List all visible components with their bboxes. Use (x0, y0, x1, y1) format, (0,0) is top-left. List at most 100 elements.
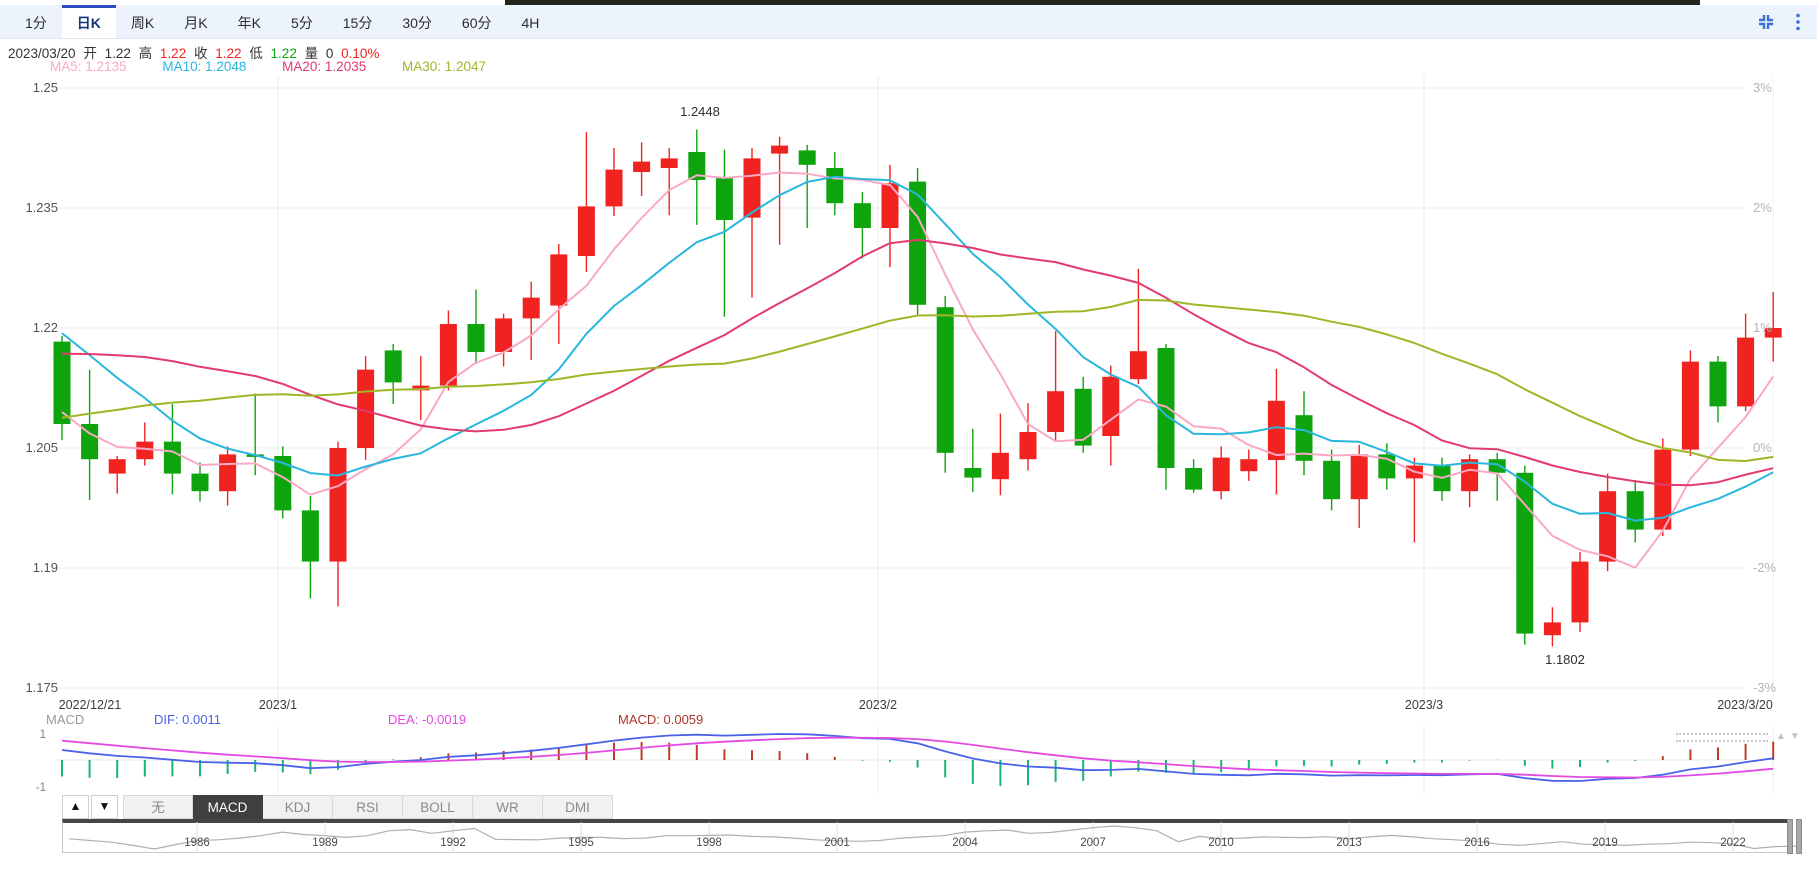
ma10-label: MA10: 1.2048 (162, 59, 247, 74)
indicator-tab[interactable]: KDJ (263, 795, 333, 819)
candle-body (1488, 459, 1506, 473)
candle-body (743, 158, 761, 218)
candle-body (1212, 457, 1230, 492)
period-tab[interactable]: 日K (61, 5, 116, 38)
candle-body (1461, 459, 1479, 492)
indicator-up-button[interactable]: ▲ (62, 795, 89, 819)
open-label: 开 (83, 46, 97, 61)
period-tab[interactable]: 5分 (290, 15, 313, 31)
indicator-down-button[interactable]: ▼ (91, 795, 118, 819)
indicator-tab[interactable]: RSI (333, 795, 403, 819)
macd-macd-value: MACD: 0.0059 (618, 712, 704, 727)
volume-label: 量 (304, 46, 319, 61)
candle-body (1240, 459, 1258, 472)
indicator-tab[interactable]: 无 (123, 795, 193, 819)
period-tab[interactable]: 周K (130, 15, 155, 31)
candle-body (1019, 432, 1037, 460)
toolbar-icons (1757, 5, 1801, 38)
period-toolbar: 1分 日K 周K 月K 年K 5分 15分 30分 60分 4H (0, 5, 1817, 39)
svg-text:-3%: -3% (1753, 680, 1777, 695)
low-value: 1.22 (270, 46, 297, 61)
open-value: 1.22 (104, 46, 131, 61)
volume-value: 0 (325, 46, 334, 61)
change-percent: 0.10% (341, 46, 380, 61)
candle-body (577, 206, 595, 256)
collapse-icon[interactable] (1757, 13, 1775, 31)
macd-resize-handle[interactable] (1676, 733, 1768, 742)
svg-text:1.2448: 1.2448 (680, 104, 720, 119)
ma5-label: MA5: 1.2135 (50, 59, 127, 74)
candle-body (826, 168, 844, 204)
navigator-handle-bar[interactable] (1787, 819, 1793, 854)
candle-body (1599, 491, 1617, 562)
candle-body (1709, 361, 1727, 407)
close-label: 收 (193, 46, 208, 61)
period-tab-list: 1分 日K 周K 月K 年K 5分 15分 30分 60分 4H (10, 5, 554, 38)
period-tab[interactable]: 15分 (342, 15, 373, 31)
svg-text:1.235: 1.235 (25, 200, 58, 215)
svg-text:2023/1: 2023/1 (259, 698, 297, 712)
candle-body (660, 158, 678, 168)
macd-dif-value: DIF: 0.0011 (154, 712, 221, 727)
candle-body (633, 161, 651, 172)
candle-body (301, 510, 319, 562)
period-tab[interactable]: 1分 (25, 15, 47, 31)
candle-body (605, 169, 623, 207)
candle-body (1102, 376, 1120, 436)
candle-body (1185, 468, 1203, 490)
candle-body (274, 456, 292, 511)
ohlc-info-bar: 2023/03/20 开 1.22 高 1.22 收 1.22 低 1.22 量… (8, 42, 383, 62)
navigator-handle-bar[interactable] (1796, 819, 1802, 854)
more-menu-icon[interactable] (1795, 13, 1801, 31)
background-page-strip (505, 0, 1700, 5)
svg-text:2019: 2019 (1592, 837, 1618, 849)
candle-body (439, 324, 457, 386)
candle-body (81, 424, 99, 460)
candle-body (522, 297, 540, 319)
indicator-tab[interactable]: DMI (543, 795, 613, 819)
candle-body (936, 307, 954, 453)
macd-panel-title: MACD (46, 712, 85, 727)
period-tab[interactable]: 4H (521, 15, 540, 31)
candle-body (384, 350, 402, 383)
svg-text:2001: 2001 (824, 837, 850, 849)
high-value: 1.22 (159, 46, 187, 61)
indicator-tab[interactable]: MACD (193, 795, 263, 819)
candle-body (53, 341, 71, 424)
svg-text:1.1802: 1.1802 (1545, 652, 1585, 667)
period-tab[interactable]: 60分 (461, 15, 492, 31)
navigator-drag-handle[interactable] (1787, 819, 1802, 854)
candle-body (1543, 622, 1561, 636)
macd-panel-updown-icons[interactable]: ▲▼ (1776, 731, 1804, 742)
indicator-tab[interactable]: WR (473, 795, 543, 819)
navigator-sparkline (68, 825, 1797, 850)
svg-text:1.175: 1.175 (25, 680, 58, 695)
svg-text:1989: 1989 (312, 837, 338, 849)
candle-body (1323, 460, 1341, 500)
candle-body (688, 152, 706, 180)
candle-body (412, 385, 430, 391)
low-label: 低 (249, 46, 263, 61)
candle-body (495, 318, 513, 352)
candle-body (1654, 449, 1672, 530)
candle-body (798, 150, 816, 165)
svg-text:3%: 3% (1753, 80, 1772, 95)
svg-text:2004: 2004 (952, 837, 978, 849)
macd-dea-line (61, 736, 1774, 779)
period-tab[interactable]: 30分 (402, 15, 432, 31)
svg-text:1998: 1998 (696, 837, 722, 849)
svg-text:2023/3/20: 2023/3/20 (1717, 698, 1773, 712)
candle-body (715, 177, 733, 220)
indicator-tab[interactable]: BOLL (403, 795, 473, 819)
svg-text:2023/3: 2023/3 (1405, 698, 1443, 712)
period-tab[interactable]: 年K (237, 15, 261, 31)
svg-text:2016: 2016 (1464, 837, 1490, 849)
svg-text:2%: 2% (1753, 200, 1772, 215)
candle-body (881, 183, 899, 228)
candle-body (771, 145, 789, 154)
svg-text:1.205: 1.205 (25, 440, 58, 455)
candles-layer (53, 129, 1782, 647)
candle-body (1074, 388, 1092, 446)
period-tab[interactable]: 月K (184, 15, 208, 31)
